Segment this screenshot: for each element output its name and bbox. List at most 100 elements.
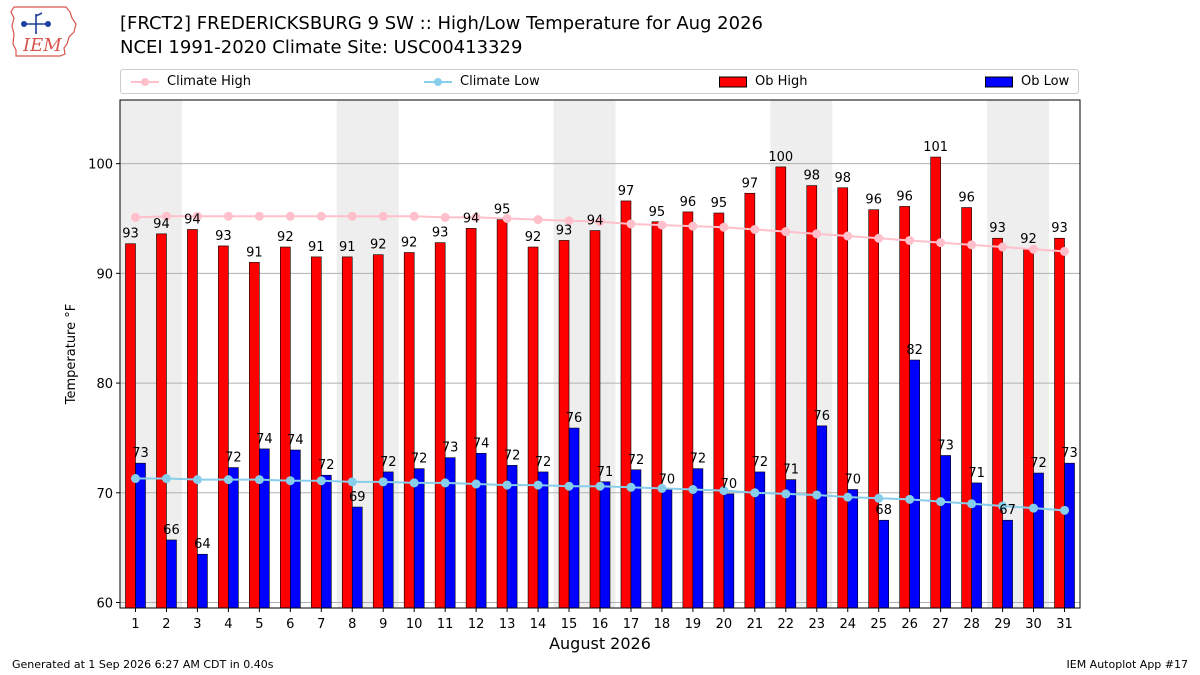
climate-low-point-day-5 [254,475,264,485]
ob-high-data-label: 98 [834,171,851,186]
climate-high-point-day-23 [812,229,822,239]
ob-low-data-label: 71 [968,466,985,481]
ob-low-bar-day-7 [320,474,332,609]
ob-high-bar-day-28 [961,207,972,609]
ob-low-data-label: 68 [875,503,892,518]
ob-low-bar-day-15 [568,427,580,609]
ob-high-bar-day-31 [1054,237,1065,609]
legend: Climate High Climate Low Ob High Ob Low [120,69,1079,94]
climate-high-point-day-10 [409,211,419,221]
x-tick-label: 13 [499,617,516,632]
x-axis-label: August 2026 [549,634,651,653]
ob-low-data-label: 72 [225,451,242,466]
ob-high-bar-day-20 [713,212,725,609]
ob-low-data-label: 64 [194,537,211,552]
legend-label: Ob Low [1021,74,1070,89]
ob-low-bar-day-10 [413,468,425,609]
ob-high-bar-day-4 [218,245,229,609]
x-tick-label: 25 [870,617,887,632]
iowa-state-outline [10,6,77,57]
ob-low-data-label: 66 [163,523,180,538]
climate-low-point-day-15 [564,481,574,491]
climate-high-point-day-7 [316,211,326,221]
ob-high-bar-day-14 [527,246,539,609]
ob-low-data-label: 72 [380,455,397,470]
legend-item-ob-low: Ob Low [985,70,1069,93]
climate-high-point-day-14 [533,215,543,225]
climate-high-point-day-9 [378,211,388,221]
climate-low-point-day-4 [223,475,233,485]
ob-high-data-label: 97 [618,184,635,199]
x-tick-label: 29 [994,617,1011,632]
y-tick-label: 60 [96,597,113,612]
ob-high-data-label: 91 [339,240,356,255]
ob-low-data-label: 70 [721,477,738,492]
iem-logo: IEM [10,6,77,57]
ob-low-data-label: 69 [349,490,366,505]
climate-high-point-day-13 [502,213,512,223]
ob-low-bar-day-20 [723,493,735,609]
climate-low-point-day-21 [750,488,760,498]
ob-low-bar-day-1 [135,462,146,609]
ob-high-bar-day-29 [992,237,1003,609]
climate-high-point-day-25 [874,233,884,243]
climate-low-point-day-11 [440,478,450,488]
climate-high-point-day-20 [719,222,729,232]
climate-low-point-day-17 [626,482,636,492]
climate-low-point-day-28 [967,499,977,509]
ob-low-bar-day-23 [816,425,828,609]
climate-high-point-day-5 [254,211,264,221]
ob-high-data-label: 94 [153,217,170,232]
climate-high-point-day-30 [1029,244,1039,254]
ob-low-bar-day-2 [166,539,177,609]
ob-high-data-label: 96 [680,195,697,210]
ob-low-bar-day-12 [475,452,487,609]
ob-low-data-label: 76 [814,409,831,424]
weather-station-icon [21,12,51,34]
ob-high-bar-day-27 [930,156,941,609]
y-tick-label: 90 [96,267,113,282]
ob-low-bar-day-22 [785,479,797,609]
ob-high-data-label: 93 [432,226,449,241]
ob-low-data-label: 73 [132,446,149,461]
climate-low-point-day-23 [812,490,822,500]
ob-low-data-label: 70 [844,473,861,488]
climate-high-point-day-1 [130,212,140,222]
climate-low-point-day-14 [533,480,543,490]
climate-low-point-day-1 [130,474,140,484]
legend-item-climate-low: Climate Low [424,70,540,93]
ob-high-bar-day-12 [465,228,477,609]
ob-low-data-label: 74 [256,432,273,447]
ob-high-data-label: 100 [768,150,793,165]
x-tick-label: 19 [685,617,702,632]
climate-high-point-day-29 [998,242,1008,252]
climate-low-point-day-7 [316,476,326,486]
climate-low-point-day-6 [285,476,295,486]
climate-high-point-day-8 [347,211,357,221]
ob-high-swatch-icon [719,76,747,87]
ob-high-bar-day-6 [280,246,291,609]
ob-high-data-label: 96 [958,191,975,206]
climate-high-point-day-4 [223,211,233,221]
climate-high-point-day-27 [936,238,946,248]
legend-item-ob-high: Ob High [719,70,808,93]
y-tick-label: 80 [96,377,113,392]
climate-high-point-day-21 [750,224,760,234]
climate-high-point-day-18 [657,220,667,230]
climate-low-point-day-30 [1029,503,1039,513]
ob-low-data-label: 72 [1030,456,1047,471]
x-tick-label: 6 [286,617,294,632]
ob-high-bar-day-17 [620,200,632,609]
ob-low-data-label: 72 [690,452,707,467]
x-tick-label: 5 [255,617,263,632]
ob-high-data-label: 98 [804,169,821,184]
ob-high-bar-day-8 [341,256,353,609]
climate-low-point-day-12 [471,479,481,489]
climate-low-point-day-22 [781,489,791,499]
climate-low-point-day-29 [998,501,1008,511]
climate-high-point-day-24 [843,231,853,241]
legend-item-climate-high: Climate High [131,70,251,93]
logo-text: IEM [22,35,62,56]
climate-high-point-day-11 [440,212,450,222]
